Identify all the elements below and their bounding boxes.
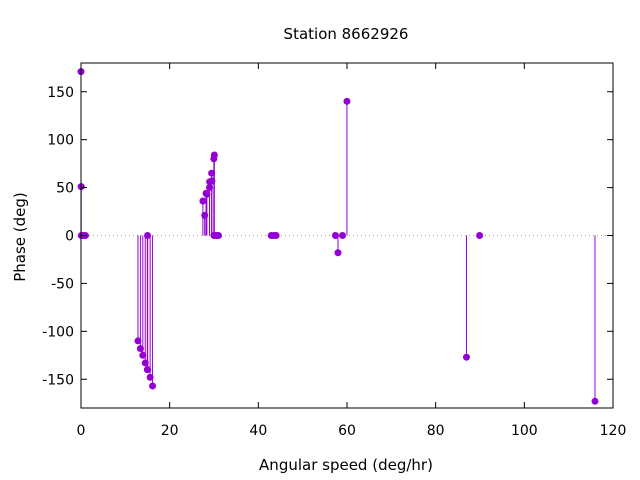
- data-point: [591, 397, 599, 405]
- data-point: [214, 232, 222, 239]
- y-tick-label: 100: [47, 133, 74, 149]
- y-axis-title: Phase (deg): [11, 192, 29, 282]
- data-point: [144, 232, 151, 239]
- data-point: [208, 169, 216, 177]
- data-point: [139, 351, 147, 359]
- data-point: [201, 211, 209, 219]
- y-tick-label: 50: [56, 181, 74, 197]
- x-axis-title: Angular speed (deg/hr): [259, 456, 433, 474]
- y-tick-label: -50: [51, 276, 74, 292]
- data-point: [206, 184, 214, 192]
- x-tick-label: 100: [511, 423, 538, 439]
- data-point: [476, 232, 484, 239]
- plot-frame: [80, 62, 614, 409]
- data-point: [272, 232, 280, 239]
- x-tick-label: 40: [249, 423, 267, 439]
- y-tick-label: 150: [47, 85, 74, 101]
- point-layer: [77, 68, 599, 405]
- data-point: [338, 232, 346, 239]
- data-point: [141, 359, 149, 367]
- data-point: [146, 373, 154, 381]
- data-point: [462, 353, 470, 361]
- data-point: [343, 97, 351, 105]
- data-point: [203, 190, 211, 198]
- x-tick-label: 80: [427, 423, 445, 439]
- data-point: [144, 366, 152, 374]
- x-tick-label: 20: [161, 423, 179, 439]
- x-tick-label: 0: [77, 423, 86, 439]
- x-tick-label: 60: [338, 423, 356, 439]
- data-point: [331, 232, 339, 239]
- data-point: [334, 249, 342, 257]
- data-point: [210, 151, 218, 159]
- data-point: [208, 177, 216, 185]
- y-tick-label: 0: [65, 229, 74, 245]
- data-point: [199, 197, 207, 205]
- y-tick-label: -150: [42, 372, 74, 388]
- data-point: [149, 382, 157, 390]
- x-tick-label: 120: [600, 423, 627, 439]
- data-point: [136, 345, 144, 353]
- y-tick-label: -100: [42, 324, 74, 340]
- data-point: [134, 337, 142, 345]
- tick-layer: 0 20 40 60 80 100 120 -150 -100 -50 0 50 100 150: [42, 63, 626, 439]
- chart-title: Station 8662926: [284, 25, 409, 43]
